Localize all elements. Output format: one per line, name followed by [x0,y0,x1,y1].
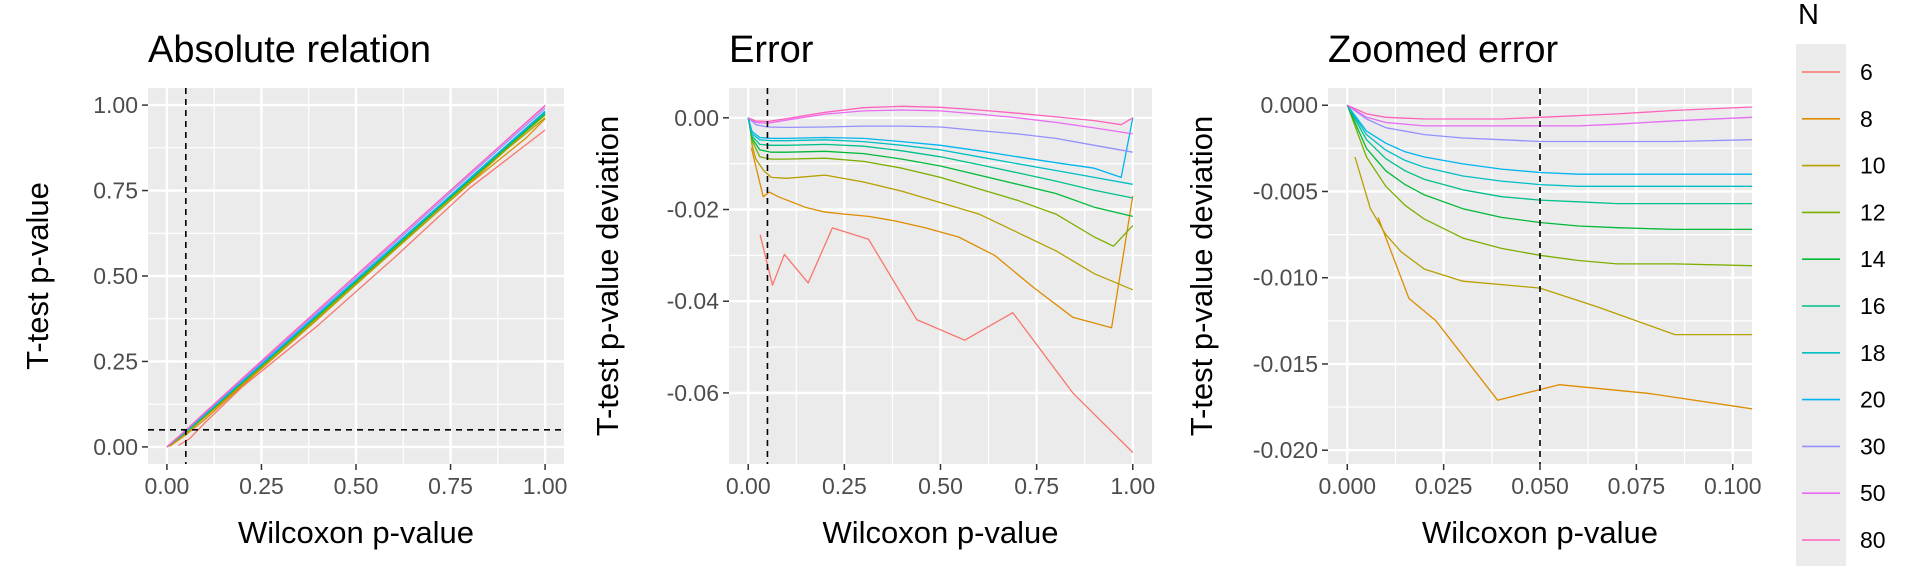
series-line-n12 [1346,104,1753,267]
legend-label-n14: 14 [1860,246,1886,272]
series-line-n30 [1346,104,1753,143]
series-line-n80 [166,104,546,448]
y-tick-label: -0.015 [1253,351,1318,377]
x-tick-label: 0.050 [1511,473,1569,499]
x-axis-title: Wilcoxon p-value [1422,515,1658,550]
y-tick-label: 0.000 [1260,92,1318,118]
series-line-n6 [759,227,1134,453]
series-line-n8 [1377,217,1753,410]
x-tick-label: 0.075 [1608,473,1666,499]
x-tick-label: 0.75 [1014,473,1059,499]
series-line-n12 [747,117,1134,247]
y-tick-label: -0.010 [1253,265,1318,291]
y-tick-label: -0.04 [667,288,720,314]
y-tick-label: -0.02 [667,197,719,223]
series-line-n20 [1346,104,1752,175]
series-line-n14 [1346,104,1752,231]
y-tick-label: -0.06 [667,380,719,406]
panel-title: Error [729,29,814,71]
panel-zoomed-error: 0.000 0.025 0.050 0.075 0.100 -0.020 -0.015 -0.… [1184,29,1762,550]
x-tick-label: 0.100 [1704,473,1762,499]
y-axis-title: T-test p-value deviation [1184,116,1219,437]
x-tick-label: 0.75 [428,473,473,499]
y-tick-label: 0.25 [93,348,138,374]
y-axis-title: T-test p-value deviation [590,116,625,437]
panel-absolute-relation: 0.00 0.25 0.50 0.75 1.00 0.00 0.25 0.50 0.75 1.00… [20,29,567,550]
series-line-n20 [747,117,1134,179]
x-tick-label: 0.00 [726,473,771,499]
series-line-n8 [750,147,1134,329]
legend-label-n80: 80 [1860,527,1886,553]
y-tick-label: 0.75 [93,178,138,204]
x-tick-label: 0.25 [822,473,867,499]
legend-label-n30: 30 [1860,433,1886,459]
y-tick-label: 1.00 [93,92,138,118]
series-line-n14 [747,117,1133,218]
series-line-n6 [177,129,546,447]
y-tick-label: 0.50 [93,263,138,289]
x-tick-label: 0.025 [1415,473,1473,499]
panel-error: 0.00 0.25 0.50 0.75 1.00 -0.06 -0.04 -0.02 0.00 E… [590,29,1155,550]
y-tick-label: 0.00 [674,105,719,131]
x-axis-title: Wilcoxon p-value [822,515,1058,550]
legend-label-n16: 16 [1860,293,1886,319]
legend-label-n6: 6 [1860,59,1873,85]
panel-title: Absolute relation [148,29,431,71]
legend-label-n12: 12 [1860,199,1886,225]
x-axis-title: Wilcoxon p-value [238,515,474,550]
legend-label-n8: 8 [1860,106,1873,132]
x-tick-label: 0.25 [239,473,284,499]
series-line-n80 [747,105,1134,126]
x-tick-label: 0.50 [334,473,379,499]
x-tick-label: 1.00 [1110,473,1155,499]
series-line-n80 [1347,104,1753,120]
series-line-n10 [1354,156,1752,336]
y-tick-label: 0.00 [93,434,138,460]
legend-label-n10: 10 [1860,153,1886,179]
series-line-n50 [1346,104,1753,127]
legend-label-n18: 18 [1860,340,1886,366]
x-tick-label: 0.00 [145,473,190,499]
series-line-n18 [1346,104,1752,187]
legend: N 6 8 10 12 14 16 18 20 30 50 80 [1796,0,1886,566]
legend-label-n20: 20 [1860,387,1886,413]
legend-title: N [1798,0,1819,31]
series-line-n18 [747,117,1133,185]
series-line-n16 [1346,104,1752,205]
x-tick-label: 1.00 [523,473,568,499]
x-tick-label: 0.50 [918,473,963,499]
legend-items: 6 8 10 12 14 16 18 20 30 50 80 [1802,59,1886,553]
series-line-n16 [747,117,1133,199]
y-tick-label: -0.020 [1253,437,1318,463]
y-axis-title: T-test p-value [20,182,55,370]
legend-label-n50: 50 [1860,480,1886,506]
y-tick-label: -0.005 [1253,178,1318,204]
series-line-n10 [748,117,1134,291]
legend-key-background [1796,44,1846,566]
panel-title: Zoomed error [1328,29,1559,71]
x-tick-label: 0.000 [1318,473,1376,499]
